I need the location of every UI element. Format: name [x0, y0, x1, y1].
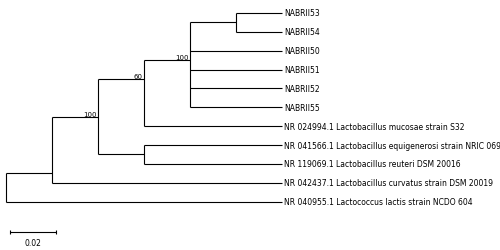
Text: NABRII54: NABRII54 [284, 28, 320, 37]
Text: NR 042437.1 Lactobacillus curvatus strain DSM 20019: NR 042437.1 Lactobacillus curvatus strai… [284, 178, 494, 188]
Text: NR 119069.1 Lactobacillus reuteri DSM 20016: NR 119069.1 Lactobacillus reuteri DSM 20… [284, 160, 461, 169]
Text: NABRII51: NABRII51 [284, 66, 320, 75]
Text: NABRII52: NABRII52 [284, 84, 320, 94]
Text: 60: 60 [134, 74, 142, 80]
Text: NR 024994.1 Lactobacillus mucosae strain S32: NR 024994.1 Lactobacillus mucosae strain… [284, 122, 465, 131]
Text: NABRII55: NABRII55 [284, 103, 320, 112]
Text: 100: 100 [175, 55, 188, 61]
Text: NR 040955.1 Lactococcus lactis strain NCDO 604: NR 040955.1 Lactococcus lactis strain NC… [284, 197, 473, 206]
Text: NABRII50: NABRII50 [284, 47, 320, 56]
Text: NABRII53: NABRII53 [284, 9, 320, 18]
Text: NR 041566.1 Lactobacillus equigenerosi strain NRIC 0697: NR 041566.1 Lactobacillus equigenerosi s… [284, 141, 500, 150]
Text: 0.02: 0.02 [24, 238, 41, 248]
Text: 100: 100 [83, 111, 96, 117]
